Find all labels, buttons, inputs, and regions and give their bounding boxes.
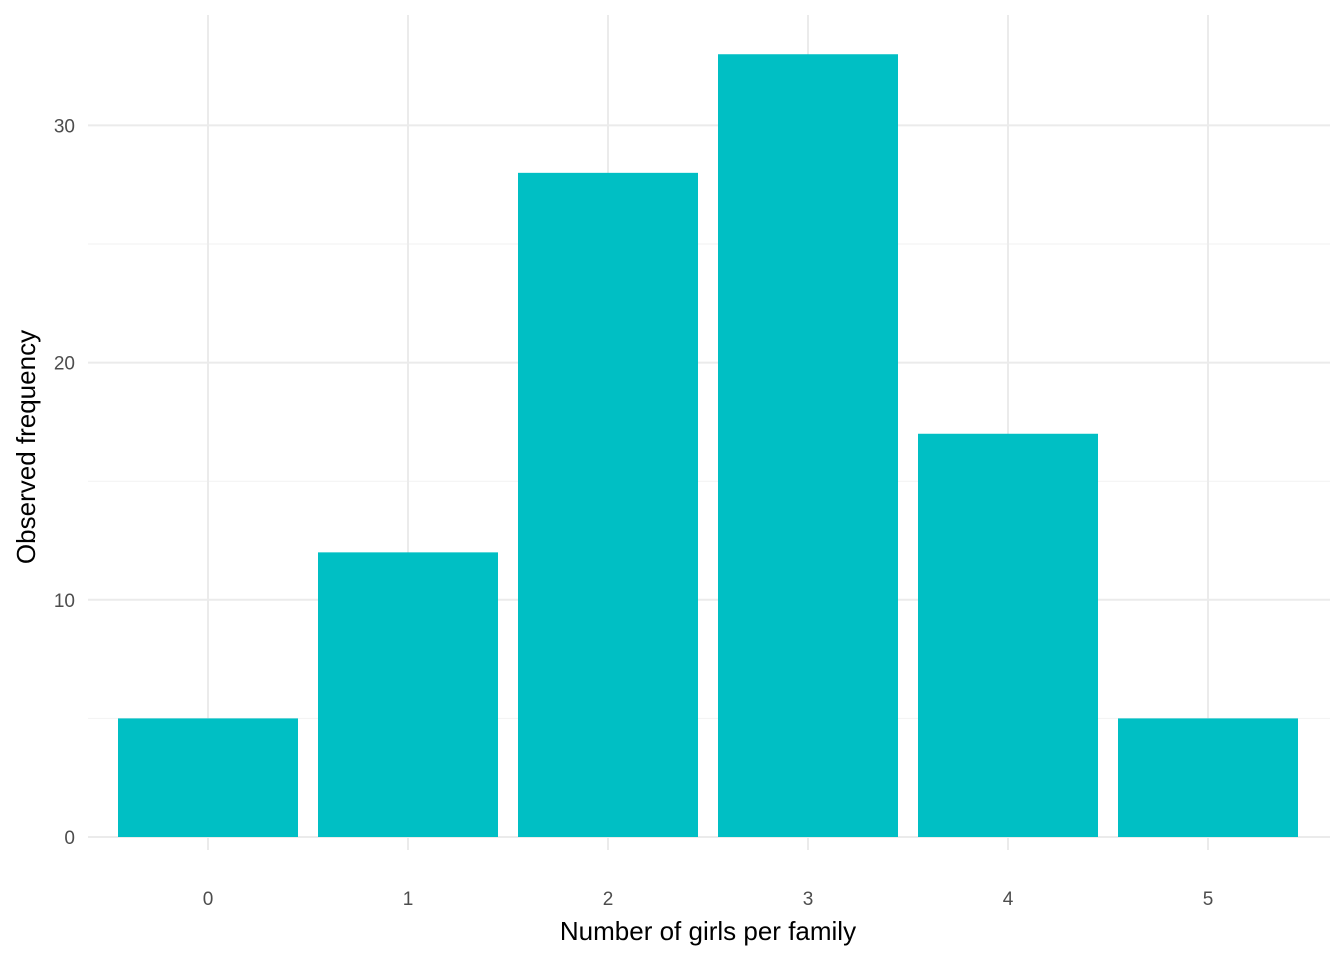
x-tick-label-0: 0 [203, 889, 214, 910]
minor-gridlines [88, 243, 1330, 719]
x-tick-label-1: 1 [403, 889, 414, 910]
x-tick-label-3: 3 [803, 889, 814, 910]
x-axis-tick-labels: 0 1 2 3 4 5 [203, 889, 1214, 910]
x-tick-label-2: 2 [603, 889, 614, 910]
y-axis-title: Observed frequency [11, 330, 41, 564]
x-axis-title: Number of girls per family [560, 916, 856, 946]
y-tick-label-30: 30 [54, 116, 75, 137]
bar-0 [118, 718, 298, 837]
y-tick-label-20: 20 [54, 354, 75, 375]
x-tick-label-5: 5 [1203, 889, 1214, 910]
bar-1 [318, 552, 498, 837]
y-axis-tick-labels: 0 10 20 30 [54, 116, 75, 849]
y-tick-label-0: 0 [64, 828, 75, 849]
y-tick-label-10: 10 [54, 591, 75, 612]
bar-4 [918, 433, 1098, 837]
bar-2 [518, 172, 698, 838]
bars [118, 54, 1298, 838]
x-tick-label-4: 4 [1003, 889, 1014, 910]
bar-3 [718, 54, 898, 838]
bar-5 [1118, 718, 1298, 837]
